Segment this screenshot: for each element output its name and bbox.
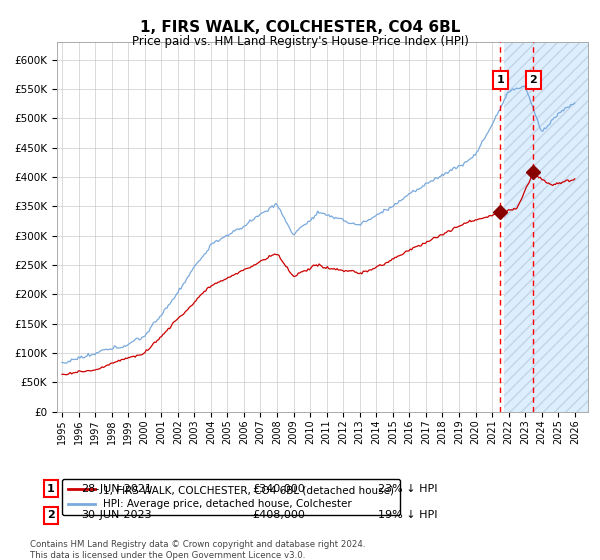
Text: 30-JUN-2023: 30-JUN-2023 <box>81 510 152 520</box>
Text: 2: 2 <box>530 75 537 85</box>
Text: 1, FIRS WALK, COLCHESTER, CO4 6BL: 1, FIRS WALK, COLCHESTER, CO4 6BL <box>140 20 460 35</box>
Text: £408,000: £408,000 <box>252 510 305 520</box>
Text: 2: 2 <box>47 510 55 520</box>
Text: 1: 1 <box>47 484 55 494</box>
Text: 1: 1 <box>496 75 504 85</box>
Bar <box>503 42 600 412</box>
Legend: 1, FIRS WALK, COLCHESTER, CO4 6BL (detached house), HPI: Average price, detached: 1, FIRS WALK, COLCHESTER, CO4 6BL (detac… <box>62 479 400 515</box>
Text: £340,000: £340,000 <box>252 484 305 494</box>
Text: 28-JUN-2021: 28-JUN-2021 <box>81 484 152 494</box>
Text: 19% ↓ HPI: 19% ↓ HPI <box>378 510 437 520</box>
Bar <box>503 42 600 412</box>
Text: Contains HM Land Registry data © Crown copyright and database right 2024.
This d: Contains HM Land Registry data © Crown c… <box>30 540 365 560</box>
Text: 23% ↓ HPI: 23% ↓ HPI <box>378 484 437 494</box>
Text: Price paid vs. HM Land Registry's House Price Index (HPI): Price paid vs. HM Land Registry's House … <box>131 35 469 48</box>
